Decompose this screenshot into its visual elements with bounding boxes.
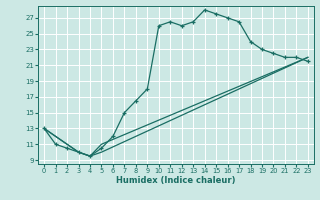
X-axis label: Humidex (Indice chaleur): Humidex (Indice chaleur) <box>116 176 236 185</box>
